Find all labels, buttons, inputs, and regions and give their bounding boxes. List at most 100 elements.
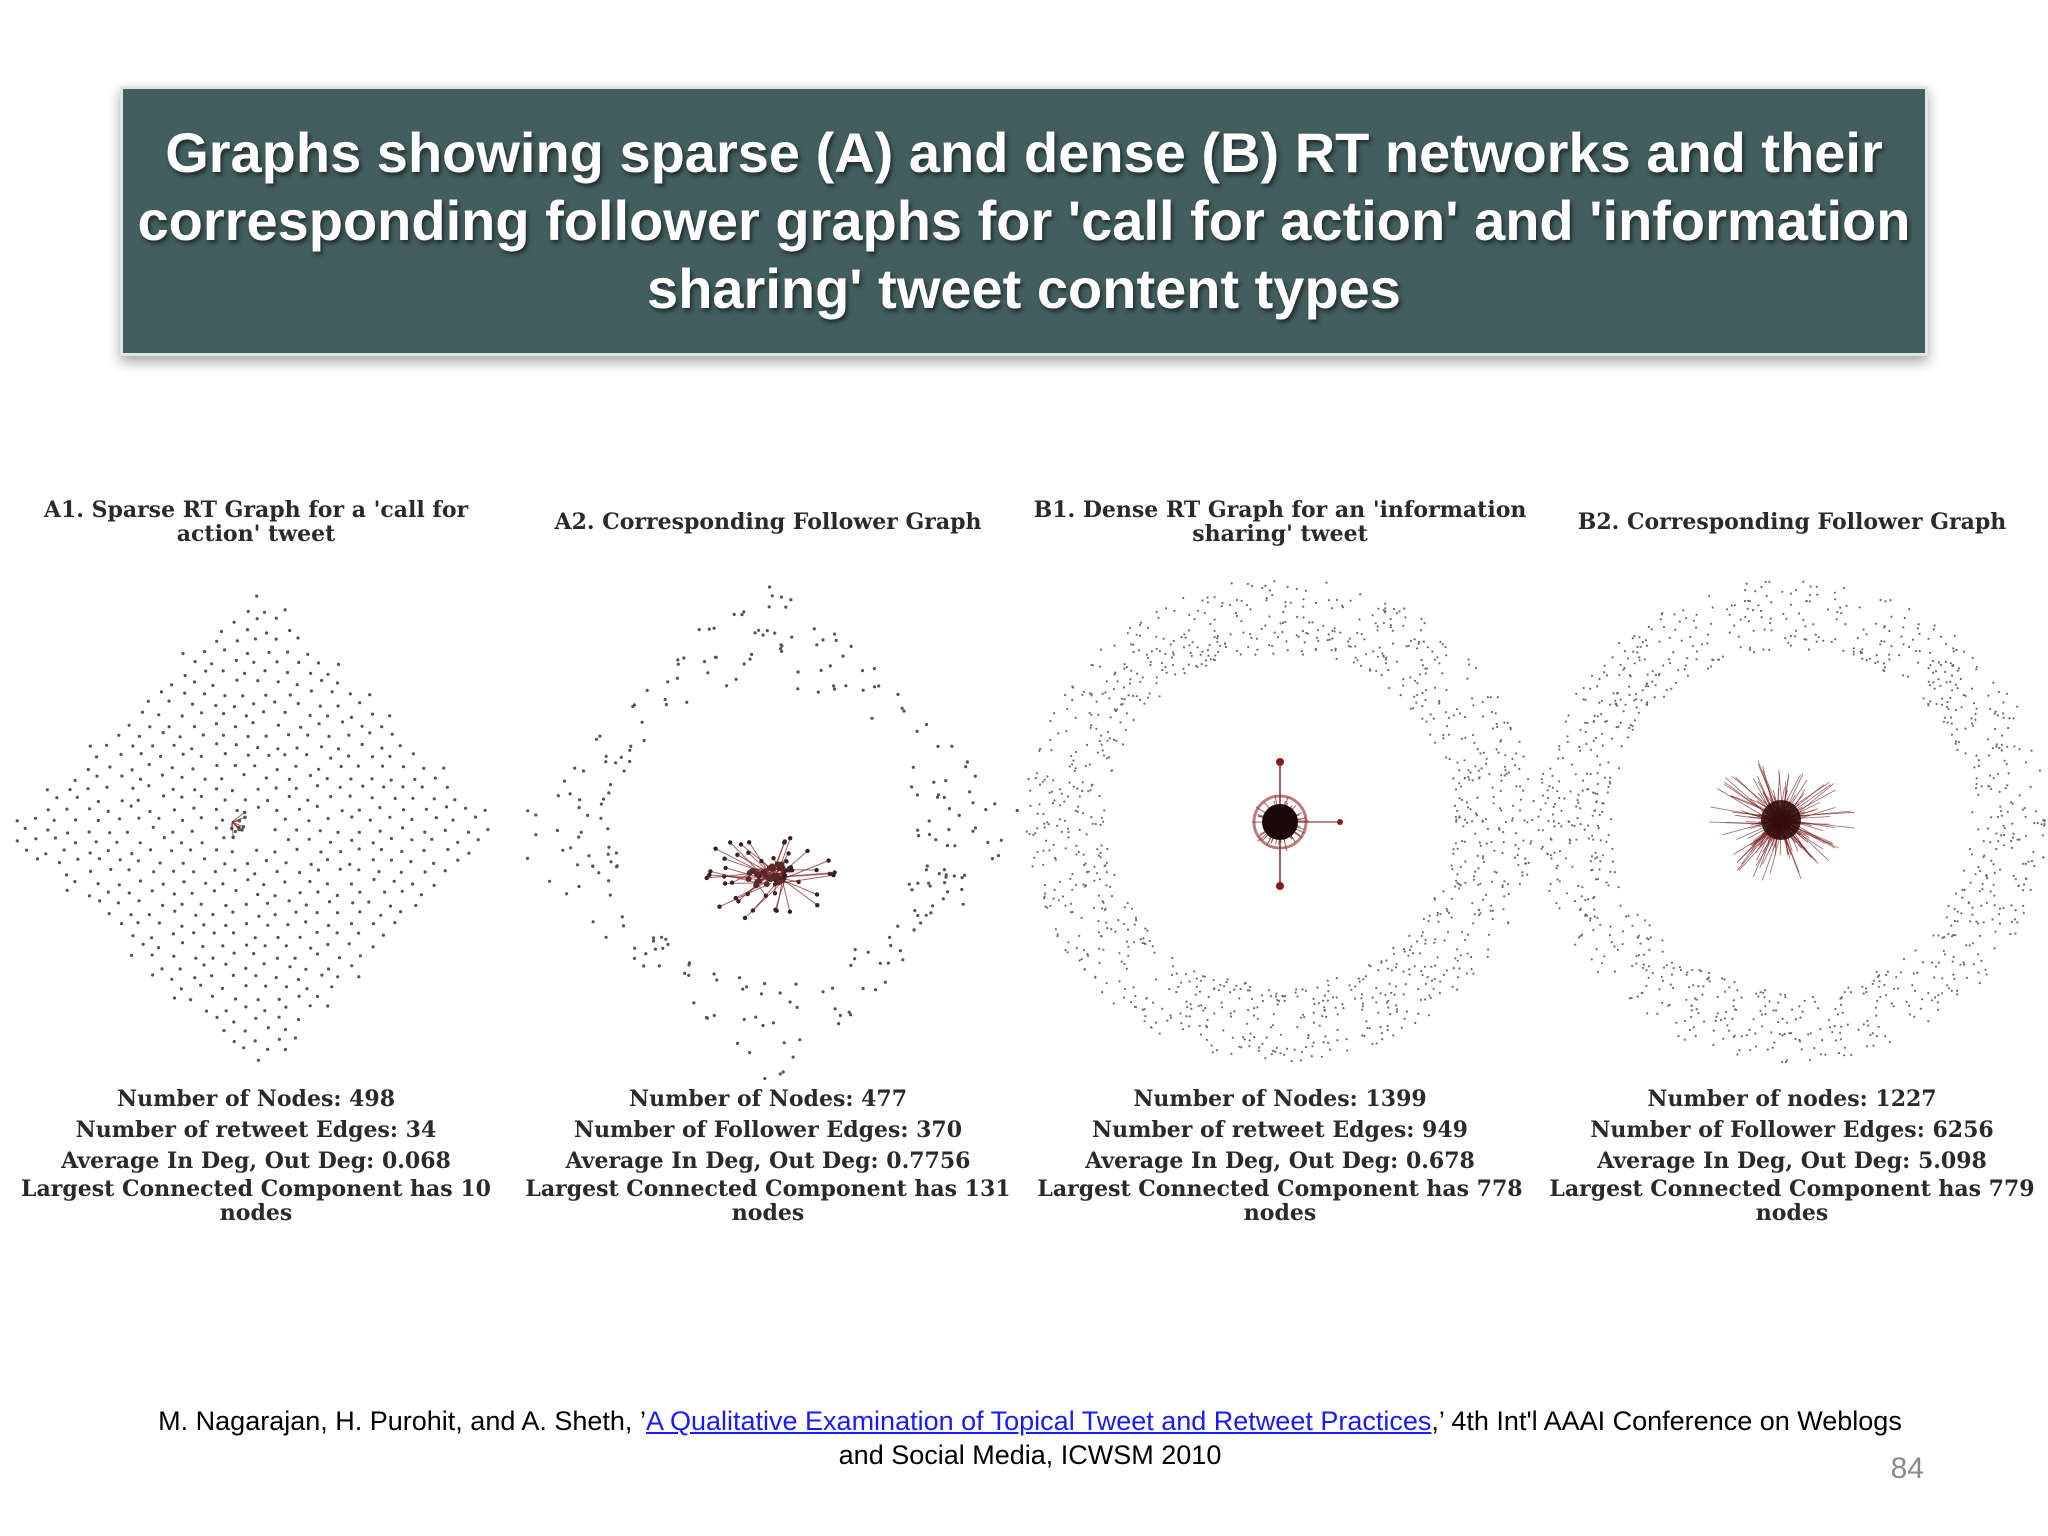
graph-node — [1090, 724, 1093, 727]
graph-node — [141, 942, 145, 946]
graph-node — [2010, 920, 2013, 923]
graph-node — [171, 830, 175, 834]
graph-node — [1471, 902, 1474, 905]
graph-node — [1038, 783, 1042, 786]
graph-node — [378, 806, 382, 810]
graph-node — [1472, 922, 1475, 925]
graph-node — [1249, 985, 1252, 988]
graph-node — [1390, 969, 1393, 972]
graph-node — [1376, 629, 1379, 632]
graph-node — [131, 934, 135, 938]
graph-node — [1598, 763, 1602, 766]
graph-node — [1697, 1012, 1700, 1015]
graph-node — [1294, 991, 1297, 994]
graph-node — [1970, 717, 1973, 720]
graph-edge — [231, 821, 244, 828]
graph-node — [180, 924, 184, 928]
graph-node — [1296, 995, 1299, 998]
graph-node — [1436, 956, 1439, 959]
graph-node — [283, 710, 287, 714]
graph-node — [246, 878, 250, 882]
graph-node — [232, 1040, 236, 1044]
graph-node — [273, 913, 277, 917]
graph-node — [653, 947, 657, 951]
graph-node — [1061, 895, 1064, 898]
graph-node — [1482, 860, 1486, 864]
graph-node — [1075, 853, 1078, 856]
graph-node — [1833, 591, 1836, 594]
graph-node — [244, 714, 248, 718]
graph-node — [2024, 815, 2027, 818]
graph-node — [1478, 914, 1481, 917]
graph-node — [1492, 802, 1495, 805]
graph-node — [456, 840, 460, 844]
graph-node — [1868, 657, 1871, 660]
graph-node — [231, 910, 235, 914]
graph-node — [348, 794, 352, 798]
graph-node — [192, 680, 197, 684]
graph-node — [1549, 854, 1552, 857]
graph-node — [393, 921, 397, 925]
graph-node — [1381, 652, 1384, 655]
graph-node — [1219, 644, 1222, 647]
graph-node — [1677, 669, 1680, 672]
graph-node — [171, 787, 175, 791]
graph-node — [1763, 996, 1766, 999]
graph-node — [1348, 637, 1351, 640]
graph-node — [356, 764, 360, 768]
graph-node — [1175, 991, 1178, 994]
graph-node — [1034, 832, 1037, 835]
graph-node — [1389, 624, 1393, 627]
graph-node — [1973, 766, 1976, 769]
graph-node — [1760, 1013, 1764, 1016]
graph-node — [1433, 686, 1437, 689]
graph-node — [1327, 633, 1330, 636]
graph-node — [1878, 980, 1881, 983]
graph-node — [1120, 960, 1123, 963]
graph-node — [57, 861, 62, 865]
graph-node — [1981, 888, 1984, 891]
graph-node — [1052, 779, 1055, 782]
graph-node — [1798, 1038, 1801, 1041]
graph-node — [1387, 999, 1390, 1002]
graph-node — [1847, 986, 1850, 989]
paper-link[interactable]: A Qualitative Examination of Topical Twe… — [645, 1406, 1432, 1436]
graph-node — [1615, 726, 1618, 729]
graph-node — [1997, 690, 2001, 693]
graph-node — [204, 1009, 209, 1013]
graph-node — [633, 946, 637, 950]
graph-node — [1913, 989, 1917, 992]
graph-node — [1376, 655, 1380, 658]
graph-node — [414, 903, 418, 908]
graph-node — [1384, 602, 1387, 605]
graph-node — [1822, 639, 1825, 642]
graph-node — [1097, 713, 1100, 716]
graph-node — [812, 627, 816, 631]
graph-node — [1558, 907, 1561, 910]
graph-node — [1442, 734, 1445, 737]
graph-node — [1852, 647, 1855, 650]
graph-node — [1598, 868, 1601, 871]
graph-node — [1672, 967, 1675, 970]
graph-node — [1586, 722, 1589, 725]
graph-node — [790, 635, 794, 639]
graph-node — [234, 743, 238, 747]
graph-node — [1540, 778, 1544, 781]
graph-node — [1247, 646, 1250, 649]
graph-node — [1099, 648, 1103, 651]
graph-node — [1992, 777, 1995, 780]
graph-node — [1116, 680, 1119, 683]
graph-node — [1199, 653, 1202, 656]
graph-node — [1579, 807, 1582, 810]
graph-node — [263, 669, 267, 673]
graph-node — [1526, 821, 1529, 824]
graph-node — [1068, 781, 1071, 784]
graph-node — [203, 692, 207, 696]
graph-node — [1803, 999, 1806, 1002]
graph-node — [1883, 640, 1886, 643]
graph-node — [233, 763, 237, 768]
graph-node — [1782, 612, 1785, 615]
graph-node — [1646, 673, 1649, 676]
graph-node — [1947, 987, 1950, 990]
graph-node — [1169, 1016, 1173, 1019]
